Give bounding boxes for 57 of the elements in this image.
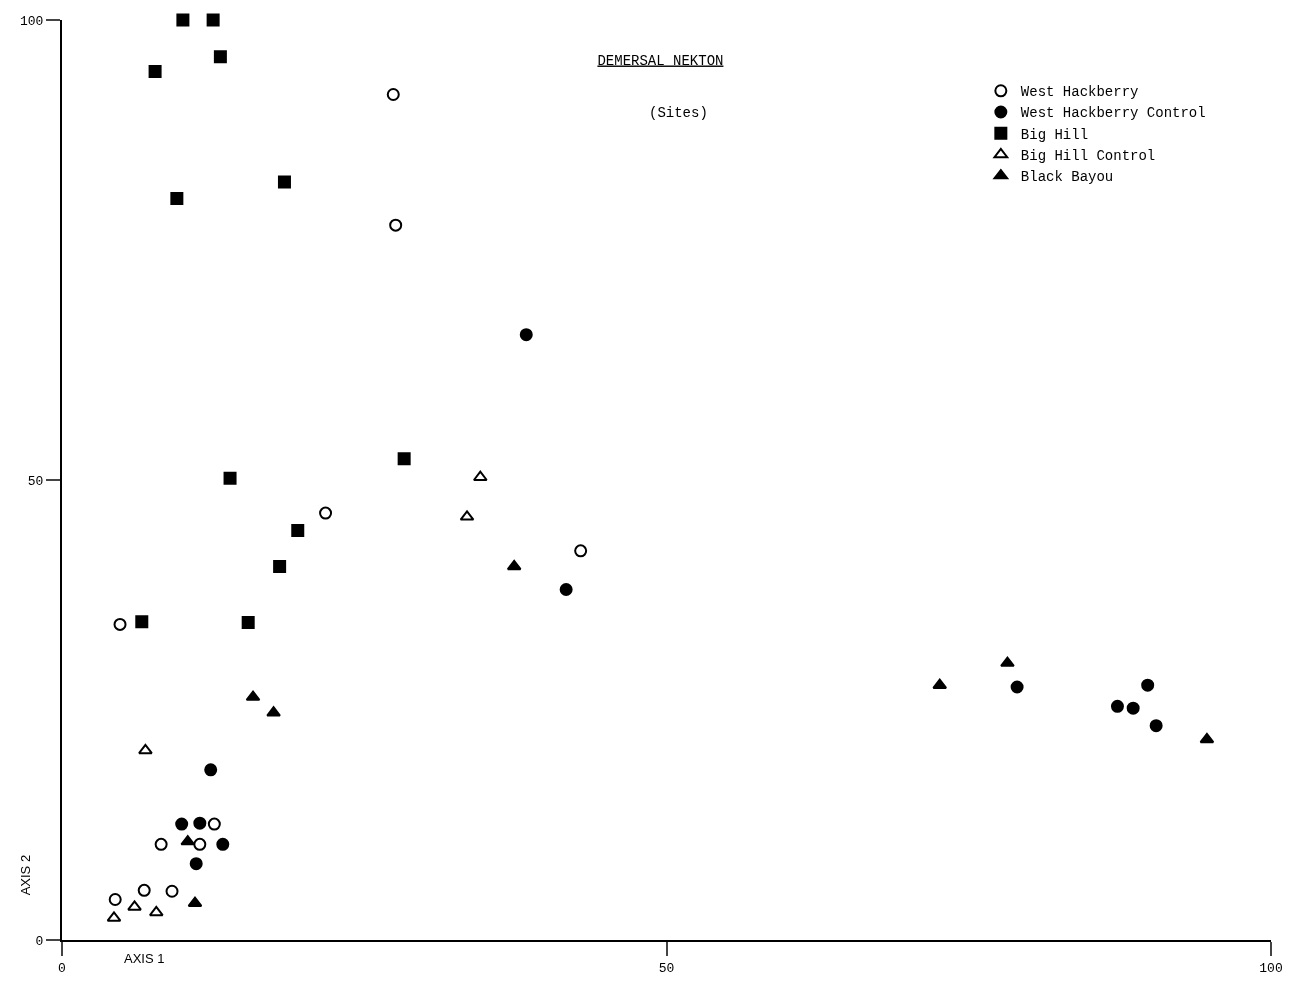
point xyxy=(204,763,218,777)
point xyxy=(386,88,400,102)
y-axis-title: AXIS 2 xyxy=(18,854,34,896)
point xyxy=(137,883,151,897)
point xyxy=(574,544,588,558)
point xyxy=(241,616,255,630)
point xyxy=(277,175,291,189)
point xyxy=(113,617,127,631)
point xyxy=(559,582,573,596)
point xyxy=(216,837,230,851)
legend-label: West Hackberry xyxy=(1020,84,1139,101)
point xyxy=(148,65,162,79)
point xyxy=(207,817,221,831)
legend-label: Big Hill xyxy=(1020,126,1089,143)
x-tick-label: 100 xyxy=(1259,960,1283,976)
point xyxy=(189,857,203,871)
point xyxy=(1010,680,1024,694)
x-tick-label: 50 xyxy=(658,960,675,976)
point xyxy=(273,559,287,573)
point xyxy=(319,506,333,520)
legend-label: Black Bayou xyxy=(1020,169,1114,186)
point xyxy=(148,905,164,917)
text: DEMERSAL NEKTON xyxy=(597,52,724,69)
point xyxy=(206,13,220,27)
point xyxy=(519,328,533,342)
point xyxy=(291,524,305,538)
point xyxy=(108,893,122,907)
point xyxy=(389,218,403,232)
x-axis-title: AXIS 1 xyxy=(124,951,165,966)
y-tick-label: 50 xyxy=(27,473,44,489)
point xyxy=(266,706,281,717)
point xyxy=(1141,678,1155,692)
point xyxy=(506,559,522,571)
point xyxy=(1110,699,1124,713)
point xyxy=(175,817,189,831)
point xyxy=(138,743,153,755)
point xyxy=(1126,701,1140,715)
x-tick-label: 0 xyxy=(58,960,66,976)
y-tick-label: 0 xyxy=(35,933,44,949)
y-tick-label: 100 xyxy=(19,13,44,29)
point xyxy=(135,615,149,629)
point xyxy=(154,837,168,851)
legend-label: West Hackberry Control xyxy=(1020,105,1206,122)
point xyxy=(1000,656,1015,667)
point xyxy=(397,452,411,466)
legend-label: Big Hill Control xyxy=(1020,147,1156,164)
point xyxy=(165,884,179,898)
point xyxy=(176,13,190,27)
point xyxy=(223,471,237,485)
point xyxy=(213,50,227,64)
point xyxy=(1149,719,1163,733)
text: (Sites) xyxy=(649,105,708,121)
point xyxy=(193,837,207,851)
point xyxy=(193,816,207,830)
point xyxy=(1199,732,1215,744)
point xyxy=(170,191,184,205)
point xyxy=(127,900,142,911)
